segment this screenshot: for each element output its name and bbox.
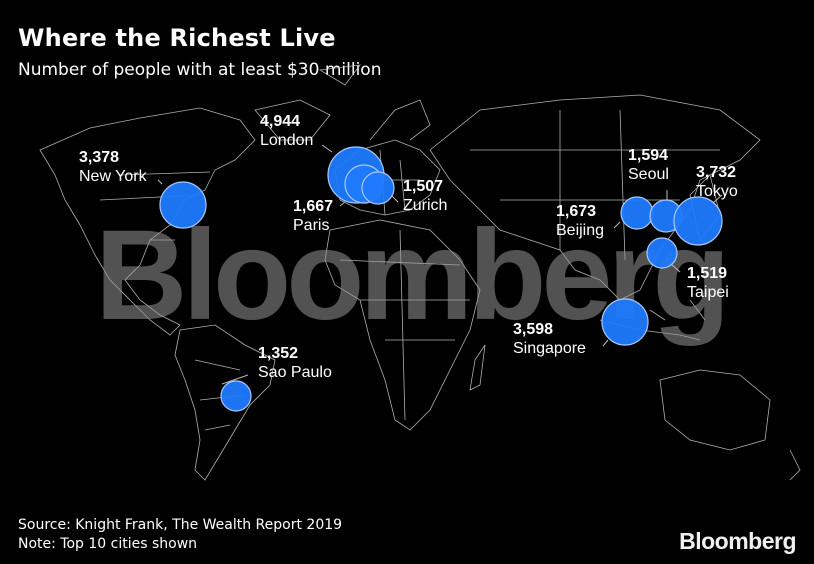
city-zurich: Zurich [403,197,448,215]
bubble-beijing[interactable] [620,196,654,230]
bloomberg-logo: Bloomberg [679,528,796,554]
city-beijing: Beijing [556,222,605,240]
leader-lines [157,144,723,385]
bubble-tokyo[interactable] [673,196,723,246]
bubble-new-york[interactable] [159,181,207,229]
label-tokyo: 3,732 Tokyo [696,163,738,201]
city-paris: Paris [293,217,330,235]
chart-subtitle: Number of people with at least $30 milli… [18,60,382,80]
value-paris: 1,667 [293,198,334,215]
bubble-singapore[interactable] [601,298,649,346]
label-london: 4,944 London [260,112,313,150]
city-london: London [260,132,314,150]
label-singapore: 3,598 Singapore [513,320,586,358]
source-note: Source: Knight Frank, The Wealth Report … [18,517,343,533]
label-zurich: 1,507 Zurich [403,177,447,215]
chart-title: Where the Richest Live [18,24,336,52]
value-london: 4,944 [260,113,301,130]
city-seoul: Seoul [628,166,669,184]
value-beijing: 1,673 [556,203,597,220]
city-sao-paulo: Sao Paulo [258,364,332,382]
country-outlines [39,64,801,481]
bubble-sao-paulo[interactable] [220,380,252,412]
label-taipei: 1,519 Taipei [687,264,729,302]
footnote: Note: Top 10 cities shown [18,536,198,552]
value-taipei: 1,519 [687,265,728,282]
city-taipei: Taipei [687,284,729,302]
label-paris: 1,667 Paris [293,197,333,235]
bubble-taipei[interactable] [646,237,678,269]
value-seoul: 1,594 [628,147,669,164]
label-beijing: 1,673 Beijing [556,202,604,240]
city-singapore: Singapore [513,340,586,358]
label-new-york: 3,378 New York [79,148,147,186]
city-tokyo: Tokyo [696,183,738,201]
label-sao-paulo: 1,352 Sao Paulo [258,344,332,382]
bubble-zurich[interactable] [361,171,395,205]
city-new-york: New York [79,168,147,186]
value-new-york: 3,378 [79,149,120,166]
value-tokyo: 3,732 [696,164,737,181]
footer: Source: Knight Frank, The Wealth Report … [18,516,342,554]
value-sao-paulo: 1,352 [258,345,299,362]
value-zurich: 1,507 [403,178,444,195]
label-seoul: 1,594 Seoul [628,146,669,184]
value-singapore: 3,598 [513,321,554,338]
